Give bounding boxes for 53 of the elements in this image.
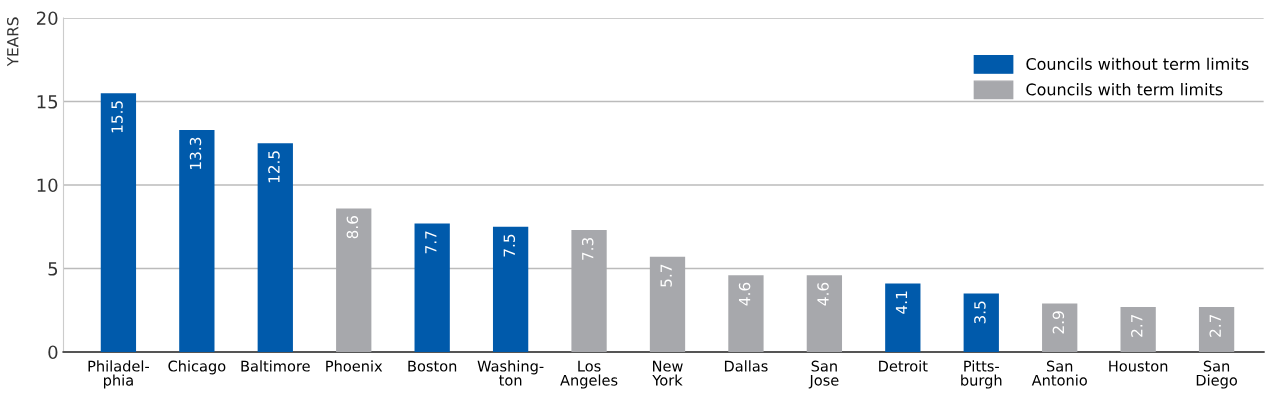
x-tick-label: Houston xyxy=(1109,360,1168,372)
bar xyxy=(414,223,450,352)
y-tick-label: 5 xyxy=(48,262,58,276)
x-tick-label: Los Angeles xyxy=(560,360,618,389)
x-tick-label: San Antonio xyxy=(1031,360,1087,386)
x-tick-label: Dallas xyxy=(724,360,768,372)
data-label: 7.7 xyxy=(425,231,437,254)
x-tick-label: Philadel- phia xyxy=(88,360,150,389)
y-axis-title: YEARS xyxy=(6,17,19,67)
data-label: 7.3 xyxy=(581,237,594,260)
bar xyxy=(1042,303,1078,352)
x-tick-label: San Jose xyxy=(808,360,839,389)
bar xyxy=(885,283,921,352)
y-tick-label: 15 xyxy=(37,95,58,109)
data-label: 2.9 xyxy=(1052,311,1065,334)
legend-label: Councils without term limits xyxy=(1026,57,1249,71)
bar xyxy=(571,230,607,352)
data-label: 12.5 xyxy=(268,151,280,183)
x-tick-label: Baltimore xyxy=(241,360,310,372)
bar xyxy=(336,208,372,352)
x-tick-label: Boston xyxy=(408,360,457,372)
data-label: 5.7 xyxy=(660,264,672,287)
y-tick-label: 10 xyxy=(37,178,58,193)
bar xyxy=(1120,306,1156,352)
bar xyxy=(179,129,215,352)
bar xyxy=(1198,306,1235,352)
x-tick-label: Chicago xyxy=(168,360,226,375)
bar xyxy=(963,293,999,352)
data-label: 2.7 xyxy=(1209,314,1221,337)
x-tick-label: Pitts- burgh xyxy=(961,360,1002,389)
bar xyxy=(100,93,137,352)
data-label: 15.5 xyxy=(111,101,123,133)
bar xyxy=(492,226,529,352)
bar xyxy=(806,275,843,352)
x-tick-label: Washing- ton xyxy=(477,360,544,386)
x-tick-label: New York xyxy=(652,360,683,386)
data-label: 7.5 xyxy=(503,234,516,257)
y-tick-label: 0 xyxy=(48,345,58,360)
bar xyxy=(649,256,686,352)
data-label: 13.3 xyxy=(189,137,202,169)
x-tick-label: Detroit xyxy=(879,360,928,372)
data-label: 8.6 xyxy=(346,216,359,239)
y-tick-label: 20 xyxy=(36,11,58,26)
legend-label: Councils with term limits xyxy=(1026,83,1223,96)
data-label: 4.6 xyxy=(738,282,751,306)
bar xyxy=(728,275,764,352)
x-tick-label: San Diego xyxy=(1196,360,1237,389)
data-label: 4.1 xyxy=(895,291,908,314)
x-tick-label: Phoenix xyxy=(326,360,383,372)
data-label: 2.7 xyxy=(1131,314,1143,337)
data-label: 4.6 xyxy=(817,282,829,306)
data-label: 3.5 xyxy=(974,301,986,324)
bar xyxy=(257,143,293,352)
